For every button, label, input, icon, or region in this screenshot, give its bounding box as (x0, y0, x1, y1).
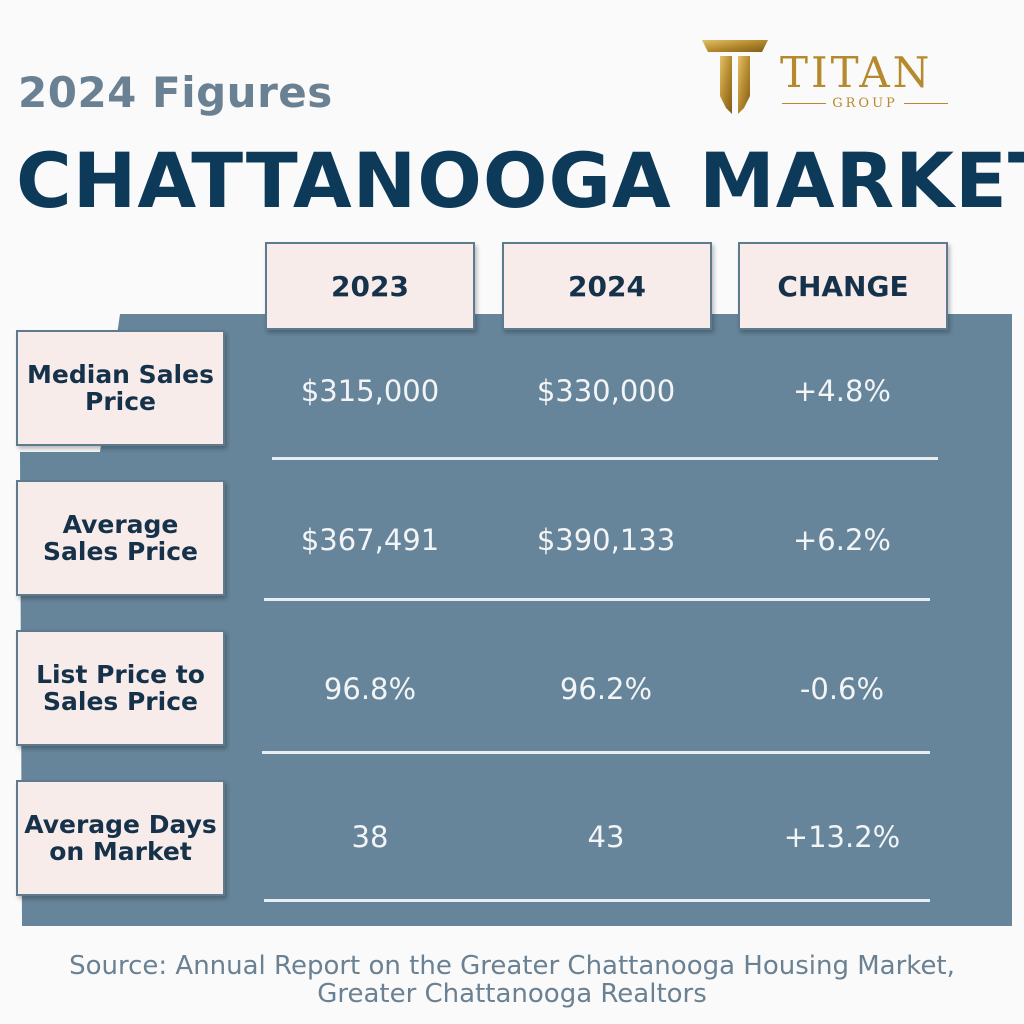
page-title: CHATTANOOGA MARKET (16, 136, 1024, 225)
titan-t-icon (702, 40, 768, 114)
cell-change: +13.2% (783, 820, 901, 854)
row-divider (272, 457, 938, 460)
cell-2024: 43 (587, 820, 625, 854)
source-note: Source: Annual Report on the Greater Cha… (69, 951, 955, 1009)
logo-word: TITAN (780, 48, 933, 97)
header-2023: 2023 (265, 242, 475, 330)
cell-2024: $330,000 (536, 374, 676, 408)
logo-sub-text: GROUP (832, 96, 898, 111)
header-2024: 2024 (502, 242, 712, 330)
cell-2023: 96.8% (323, 672, 417, 706)
cell-change: +6.2% (793, 523, 891, 557)
row-divider (262, 751, 930, 754)
row-label-list-to-sales-price: List Price to Sales Price (16, 630, 225, 746)
row-label-average-sales-price: Average Sales Price (16, 480, 225, 596)
subtitle: 2024 Figures (18, 68, 333, 117)
cell-change: -0.6% (799, 672, 885, 706)
row-label-average-days-on-market: Average Days on Market (16, 780, 225, 896)
row-label-median-sales-price: Median Sales Price (16, 330, 225, 446)
row-divider (264, 598, 930, 601)
header-change: CHANGE (738, 242, 948, 330)
titan-group-logo: TITAN GROUP (700, 36, 960, 126)
cell-2023: $367,491 (300, 523, 440, 557)
row-divider (264, 899, 930, 902)
cell-2024: $390,133 (536, 523, 676, 557)
cell-2024: 96.2% (559, 672, 653, 706)
cell-2023: 38 (351, 820, 389, 854)
cell-2023: $315,000 (300, 374, 440, 408)
cell-change: +4.8% (793, 374, 891, 408)
logo-subtitle: GROUP (782, 96, 949, 111)
